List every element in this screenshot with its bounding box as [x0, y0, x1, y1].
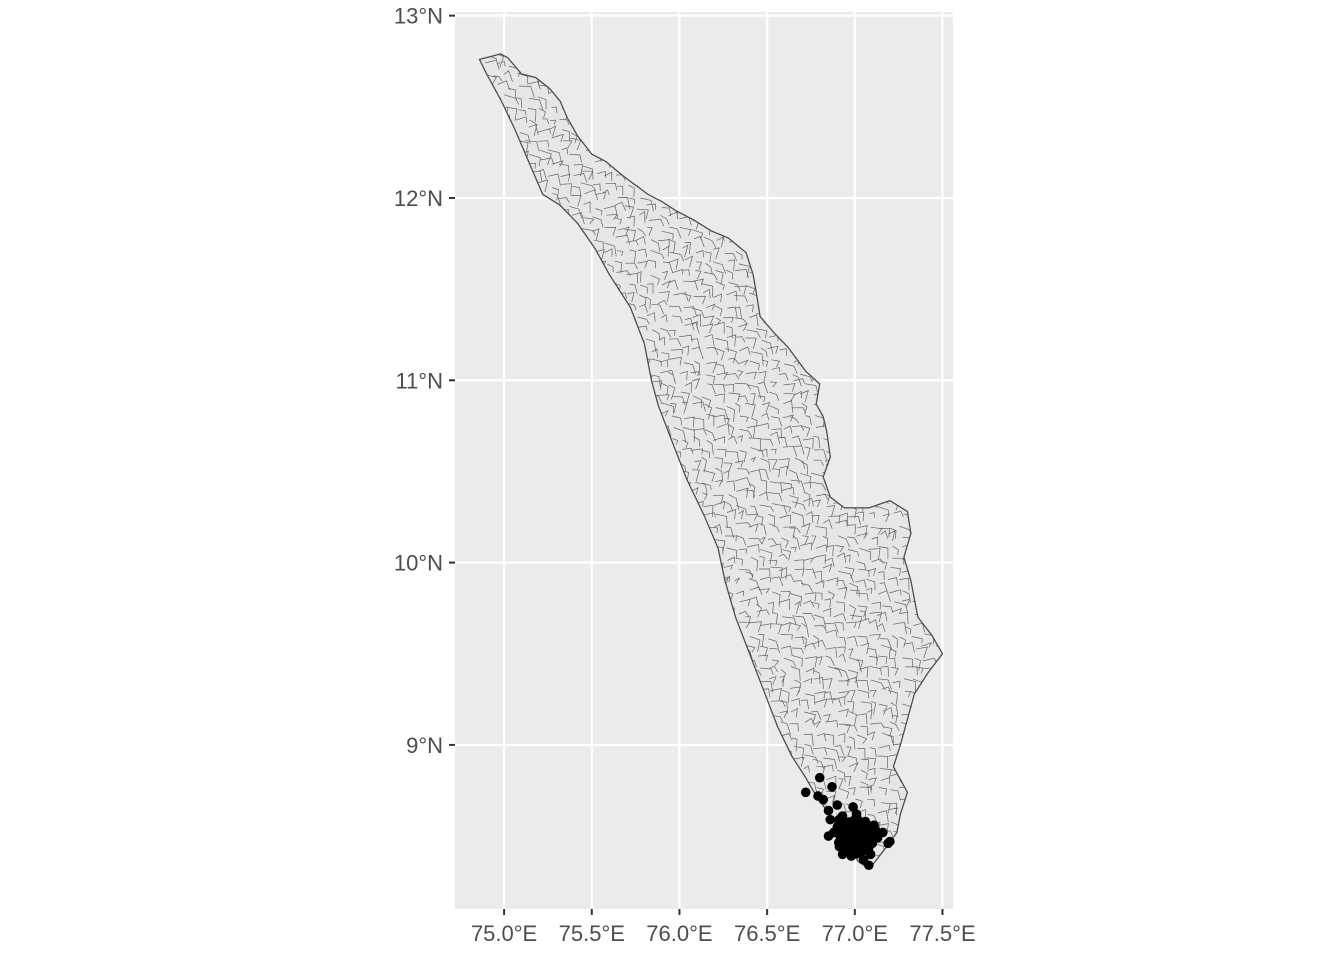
data-point — [846, 851, 857, 861]
data-point — [825, 814, 836, 825]
data-point — [851, 809, 862, 819]
data-points — [800, 772, 895, 871]
x-tick-label: 75.5°E — [559, 921, 625, 946]
data-point — [860, 816, 871, 827]
data-point — [800, 787, 811, 798]
data-point — [853, 831, 864, 841]
data-point — [823, 805, 834, 816]
y-tick-label: 10°N — [394, 551, 443, 576]
x-tick-label: 76.0°E — [646, 921, 712, 946]
axes: 75.0°E 75.5°E 76.0°E 76.5°E 77.0°E 77.5°E 9°N 1… — [394, 4, 976, 946]
y-tick-label: 13°N — [394, 4, 443, 29]
data-point — [814, 772, 825, 783]
data-point — [850, 838, 860, 849]
data-point — [862, 831, 872, 841]
data-point — [844, 822, 855, 832]
data-point — [837, 849, 848, 860]
data-point — [834, 814, 844, 825]
data-point — [832, 800, 843, 810]
data-point — [871, 825, 881, 836]
data-point — [818, 794, 829, 805]
y-tick-label: 12°N — [394, 186, 443, 211]
x-tick-label: 77.5°E — [909, 921, 975, 946]
data-point — [865, 849, 876, 860]
data-point — [858, 854, 869, 865]
data-point — [860, 840, 871, 850]
x-tick-label: 76.5°E — [734, 921, 800, 946]
data-point — [885, 836, 895, 847]
data-point — [848, 802, 858, 812]
y-tick-label: 9°N — [406, 733, 443, 758]
y-tick-label: 11°N — [395, 368, 443, 393]
data-point — [827, 782, 837, 792]
x-tick-label: 75.0°E — [471, 921, 537, 946]
data-point — [823, 831, 834, 841]
x-tick-label: 77.0°E — [822, 921, 888, 946]
